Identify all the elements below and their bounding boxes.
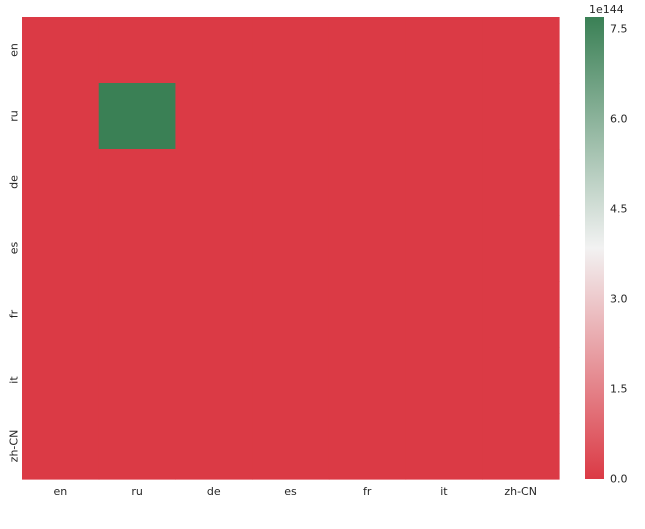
heatmap-cell-zh-CN-en [22, 413, 100, 480]
heatmap-cell-zh-CN-de [175, 413, 253, 480]
y-tick-label-en: en [8, 43, 21, 57]
heatmap-cell-zh-CN-ru [98, 413, 177, 480]
heatmap-cell-fr-de [175, 281, 253, 348]
colorbar-tick-label: 4.5 [610, 203, 628, 216]
heatmap-cell-ru-es [252, 83, 330, 150]
heatmap-cell-es-en [22, 215, 100, 282]
x-tick-label-fr: fr [363, 485, 372, 498]
heatmap-cell-es-ru [98, 215, 177, 282]
heatmap-cell-ru-en [22, 83, 100, 150]
x-tick-label-en: en [53, 485, 67, 498]
heatmap-cell-zh-CN-es [252, 413, 330, 480]
heatmap-cell-ru-ru [98, 83, 177, 150]
heatmap-cell-de-zh-CN [482, 149, 560, 216]
heatmap-cell-es-fr [328, 215, 407, 282]
y-tick-label-it: it [8, 376, 21, 384]
heatmap-cell-zh-CN-zh-CN [482, 413, 560, 480]
x-tick-label-it: it [440, 485, 448, 498]
heatmap-cell-fr-es [252, 281, 330, 348]
colorbar-tick-label: 6.0 [610, 113, 628, 126]
heatmap-cell-en-es [252, 17, 330, 84]
heatmap-cell-it-ru [98, 347, 177, 414]
heatmap-cell-fr-zh-CN [482, 281, 560, 348]
heatmap-cells [22, 17, 560, 480]
x-tick-label-de: de [207, 485, 221, 498]
heatmap-cell-it-fr [328, 347, 407, 414]
heatmap-cell-zh-CN-it [405, 413, 483, 480]
colorbar-tick-label: 7.5 [610, 23, 628, 36]
heatmap-cell-de-en [22, 149, 100, 216]
heatmap-cell-es-zh-CN [482, 215, 560, 282]
heatmap-cell-es-es [252, 215, 330, 282]
heatmap-cell-en-de [175, 17, 253, 84]
colorbar-tick-labels: 0.0 1.5 3.0 4.5 6.0 7.5 [610, 23, 628, 486]
x-tick-label-es: es [284, 485, 297, 498]
colorbar [585, 17, 604, 479]
heatmap-cell-en-fr [328, 17, 407, 84]
heatmap-cell-de-es [252, 149, 330, 216]
y-tick-label-fr: fr [8, 309, 21, 318]
x-tick-label-ru: ru [131, 485, 143, 498]
heatmap-cell-fr-en [22, 281, 100, 348]
heatmap-cell-de-it [405, 149, 483, 216]
colorbar-tick-label: 0.0 [610, 473, 628, 486]
heatmap-cell-de-ru [98, 149, 177, 216]
heatmap-cell-ru-zh-CN [482, 83, 560, 150]
colorbar-offset-label: 1e144 [589, 3, 624, 16]
heatmap-cell-ru-it [405, 83, 483, 150]
heatmap-cell-ru-fr [328, 83, 407, 150]
heatmap-cell-it-zh-CN [482, 347, 560, 414]
heatmap-cell-es-de [175, 215, 253, 282]
heatmap-cell-fr-it [405, 281, 483, 348]
y-tick-label-de: de [8, 175, 21, 189]
heatmap-cell-it-es [252, 347, 330, 414]
heatmap-cell-fr-fr [328, 281, 407, 348]
heatmap-cell-en-ru [98, 17, 177, 84]
heatmap-cell-es-it [405, 215, 483, 282]
heatmap-cell-zh-CN-fr [328, 413, 407, 480]
heatmap-cell-it-it [405, 347, 483, 414]
heatmap-cell-it-en [22, 347, 100, 414]
heatmap-cell-it-de [175, 347, 253, 414]
x-tick-labels: en ru de es fr it zh-CN [53, 485, 536, 498]
colorbar-tick-label: 3.0 [610, 293, 628, 306]
y-tick-label-ru: ru [8, 110, 21, 122]
heatmap-cell-fr-ru [98, 281, 177, 348]
colorbar-tick-label: 1.5 [610, 383, 628, 396]
x-tick-label-zh-CN: zh-CN [504, 485, 537, 498]
heatmap-cell-en-en [22, 17, 100, 84]
heatmap-cell-de-de [175, 149, 253, 216]
y-tick-labels: en ru de es fr it zh-CN [8, 43, 21, 462]
heatmap-cell-ru-de [175, 83, 253, 150]
heatmap-cell-de-fr [328, 149, 407, 216]
y-tick-label-zh-CN: zh-CN [8, 430, 21, 463]
heatmap-cell-en-it [405, 17, 483, 84]
y-tick-label-es: es [8, 241, 21, 254]
heatmap-cell-en-zh-CN [482, 17, 560, 84]
